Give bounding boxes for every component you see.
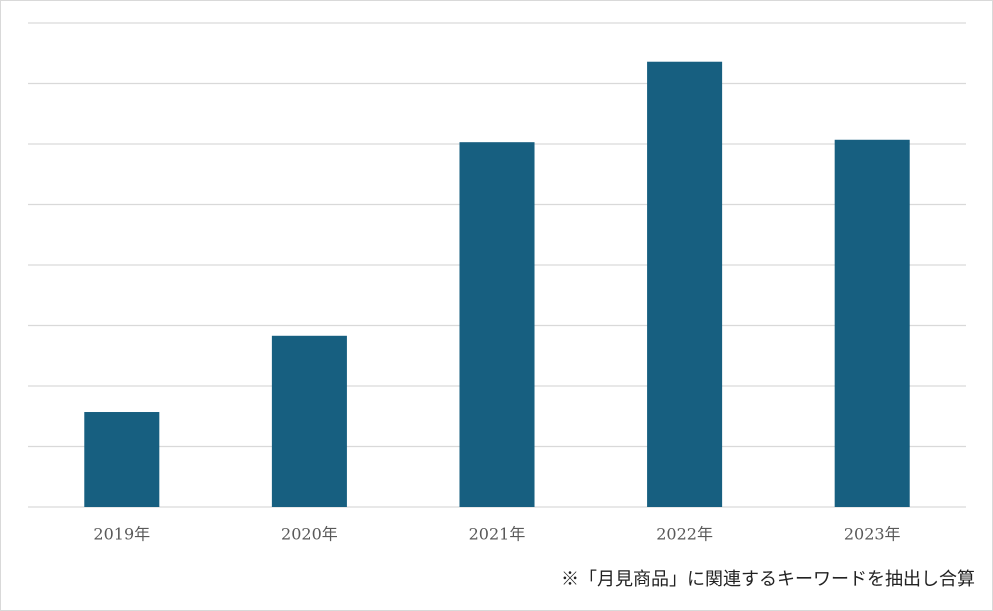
x-tick-label: 2020年	[281, 525, 338, 544]
note: ※「月見商品」に関連するキーワードを抽出し合算	[561, 569, 975, 590]
bar	[834, 139, 910, 507]
bar	[271, 335, 347, 507]
bar	[84, 412, 160, 507]
bar	[647, 61, 723, 507]
x-tick-label: 2023年	[844, 525, 901, 544]
x-tick-label: 2021年	[469, 525, 526, 544]
bar	[459, 142, 535, 507]
x-tick-label: 2019年	[93, 525, 150, 544]
x-tick-label: 2022年	[656, 525, 713, 544]
